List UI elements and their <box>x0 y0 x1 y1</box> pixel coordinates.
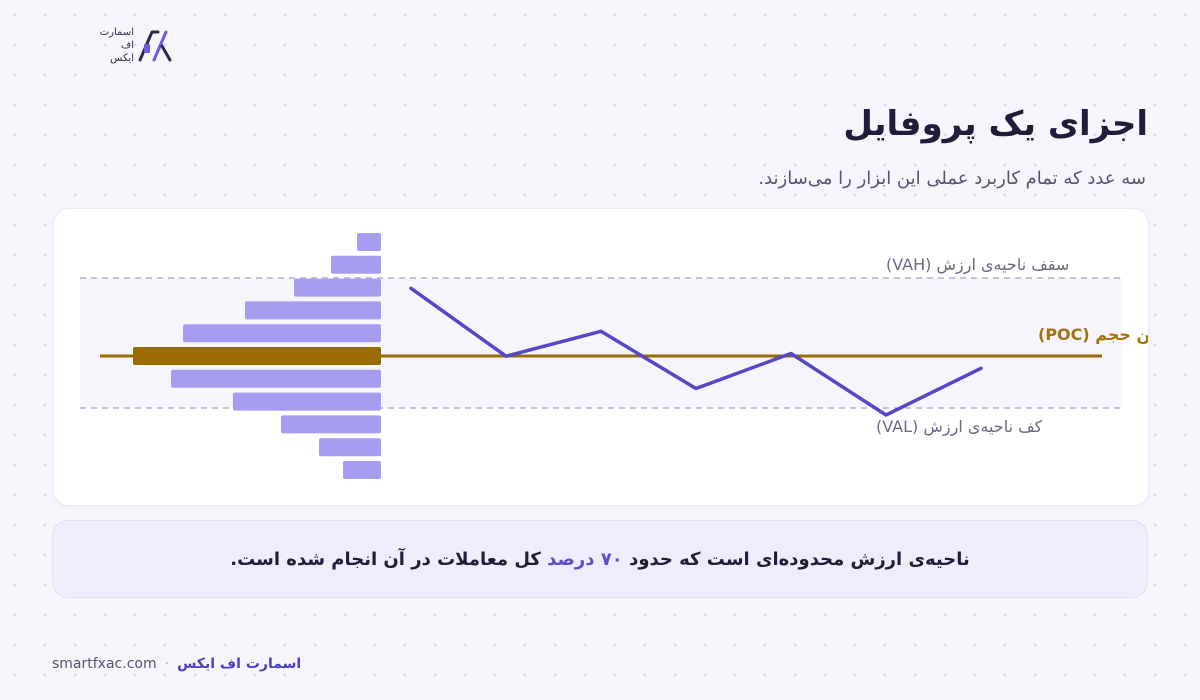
value-area-band <box>80 278 1122 408</box>
page-title: اجزای یک پروفایل <box>843 104 1148 144</box>
profile-bars <box>133 233 381 479</box>
note-text-before: ناحیه‌ی ارزش محدوده‌ای است که حدود <box>629 548 970 570</box>
footer: اسمارت اف ایکس · smartfxac.com <box>52 656 301 672</box>
profile-bar <box>343 461 381 479</box>
profile-bar <box>319 438 381 457</box>
value-area-note: ناحیه‌ی ارزش محدوده‌ای است که حدود ۷۰ در… <box>52 520 1148 598</box>
note-highlight: ۷۰ درصد <box>547 548 623 570</box>
profile-bar <box>245 301 381 320</box>
logo-line-3: ایکس <box>110 53 134 64</box>
profile-bar <box>331 255 381 274</box>
page-subtitle: سه عدد که تمام کاربرد عملی این ابزار را … <box>758 168 1146 189</box>
profile-bar <box>294 278 381 297</box>
price-line <box>409 286 983 417</box>
logo-line-1: اسمارت <box>99 27 134 38</box>
logo-line-2: اف <box>120 40 134 51</box>
footer-separator: · <box>164 656 170 672</box>
poc-label: بیشترین حجم (POC) <box>1038 325 1148 344</box>
footer-site[interactable]: smartfxac.com <box>52 656 157 672</box>
profile-bar <box>183 324 381 343</box>
note-text-after: کل معاملات در آن انجام شده است. <box>230 548 541 570</box>
logo-wordmark: اسمارت اف ایکس <box>64 26 134 65</box>
profile-diagram-card: سقف ناحیه‌ی ارزش (VAH) بیشترین حجم (POC)… <box>53 208 1149 506</box>
volume-profile-diagram: سقف ناحیه‌ی ارزش (VAH) بیشترین حجم (POC)… <box>80 233 1148 479</box>
brand-logo: اسمارت اف ایکس <box>70 22 180 72</box>
footer-brand: اسمارت اف ایکس <box>177 656 302 672</box>
profile-bar <box>281 415 381 434</box>
val-label: کف ناحیه‌ی ارزش (VAL) <box>876 417 1043 437</box>
vah-label: سقف ناحیه‌ی ارزش (VAH) <box>886 255 1069 275</box>
logo-mark-icon <box>138 30 172 62</box>
profile-bar <box>171 369 381 388</box>
profile-bar <box>357 233 381 251</box>
profile-bar <box>233 392 381 411</box>
